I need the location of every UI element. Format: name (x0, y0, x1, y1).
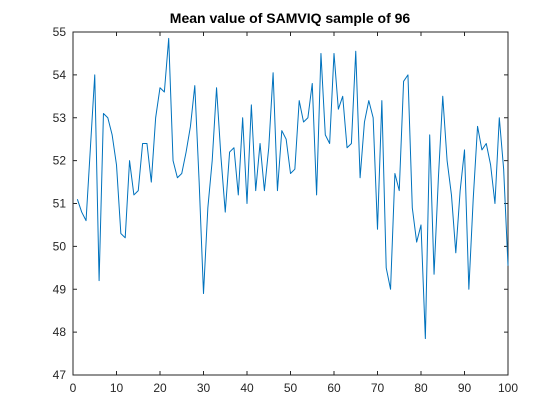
x-tick-label: 10 (110, 381, 124, 395)
x-tick-label: 80 (414, 381, 428, 395)
x-tick-label: 20 (153, 381, 167, 395)
y-tick-label: 55 (53, 25, 67, 39)
y-tick-label: 52 (53, 154, 67, 168)
y-tick-label: 48 (53, 325, 67, 339)
y-tick-label: 53 (53, 111, 67, 125)
y-tick-label: 47 (53, 368, 67, 382)
x-tick-label: 60 (327, 381, 341, 395)
y-tick-label: 50 (53, 239, 67, 253)
series-layer (76, 37, 509, 340)
y-tick-label: 49 (53, 282, 67, 296)
x-tick-label: 40 (240, 381, 254, 395)
chart-title: Mean value of SAMVIQ sample of 96 (170, 10, 411, 26)
x-tick-label: 50 (284, 381, 298, 395)
y-tick-label: 51 (53, 197, 67, 211)
x-tick-label: 100 (498, 381, 518, 395)
y-axis: 47 48 49 50 51 52 53 54 55 (53, 25, 508, 382)
plot-area: 0 10 20 30 40 50 60 70 80 90 100 47 48 49 50 51 52 53 54 5… (53, 25, 519, 395)
x-tick-label: 0 (70, 381, 77, 395)
x-tick-label: 90 (458, 381, 472, 395)
x-tick-label: 30 (197, 381, 211, 395)
y-tick-label: 54 (53, 68, 67, 82)
x-axis: 0 10 20 30 40 50 60 70 80 90 100 (70, 32, 518, 395)
x-tick-label: 70 (371, 381, 385, 395)
series-line (76, 37, 509, 340)
axes-box (72, 31, 509, 376)
